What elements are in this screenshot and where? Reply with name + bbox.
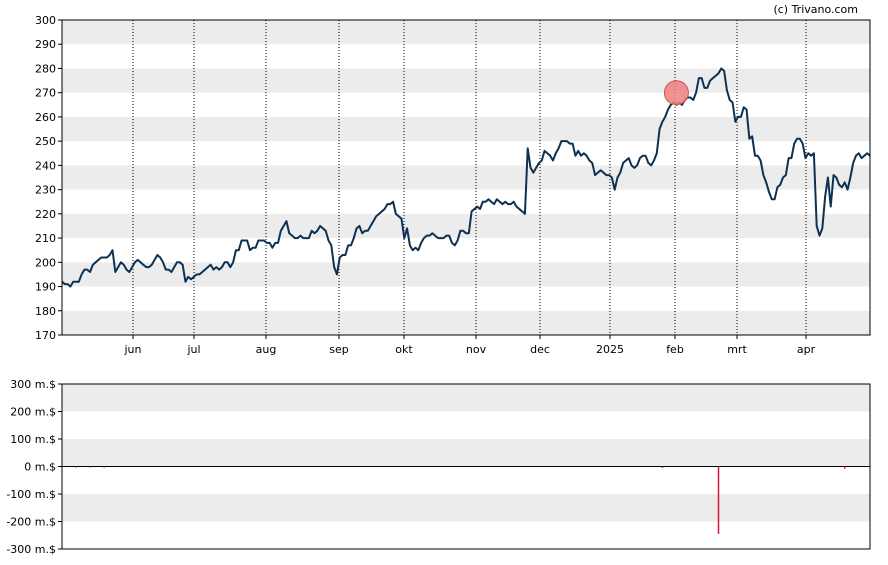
x-tick-label: apr: [797, 343, 816, 356]
volume-y-axis: 300 m.$ 200 m.$ 100 m.$ 0 m.$ -100 m.$ -200 m…: [6, 378, 62, 556]
volume-y-tick-label: -100 m.$: [6, 488, 56, 501]
volume-y-tick-label: -300 m.$: [6, 543, 56, 556]
volume-band: [62, 494, 870, 522]
price-band: [62, 286, 870, 311]
x-tick-label: jun: [124, 343, 142, 356]
y-tick-label: 210: [35, 232, 56, 245]
x-tick-label: aug: [256, 343, 277, 356]
volume-bar: [75, 466, 77, 468]
y-tick-label: 300: [35, 14, 56, 27]
price-band: [62, 68, 870, 93]
x-tick-label: nov: [466, 343, 487, 356]
price-band: [62, 189, 870, 214]
volume-y-tick-label: -200 m.$: [6, 516, 56, 529]
volume-frame-rect: [61, 383, 871, 550]
volume-chart-background: [62, 384, 870, 549]
credit-text: (c) Trivano.com: [773, 3, 858, 16]
price-chart-background: [62, 20, 870, 335]
volume-bar: [89, 466, 91, 468]
x-tick-label: feb: [666, 343, 684, 356]
price-series: [61, 67, 871, 288]
volume-band: [62, 466, 870, 494]
price-band: [62, 92, 870, 117]
price-chart-frame: [61, 19, 871, 336]
price-band: [62, 238, 870, 263]
price-marker: [663, 80, 689, 106]
price-marker-circle: [663, 80, 689, 106]
price-x-axis: jun jul aug sep okt nov dec 2025 feb mrt apr: [124, 335, 816, 356]
y-tick-label: 250: [35, 135, 56, 148]
volume-y-tick-label: 100 m.$: [10, 433, 56, 446]
y-tick-label: 180: [35, 305, 56, 318]
x-tick-label: okt: [395, 343, 413, 356]
x-tick-label: jul: [186, 343, 200, 356]
price-band: [62, 44, 870, 69]
volume-y-tick-label: 200 m.$: [10, 406, 56, 419]
price-y-axis: 170 180 190 200 210 220 230 240 250 260 270 280 290 3…: [35, 14, 62, 342]
y-tick-label: 290: [35, 38, 56, 51]
y-tick-label: 270: [35, 87, 56, 100]
y-tick-label: 260: [35, 111, 56, 124]
volume-bar: [103, 466, 105, 468]
y-tick-label: 170: [35, 329, 56, 342]
x-tick-label: dec: [530, 343, 550, 356]
volume-band: [62, 521, 870, 549]
volume-band: [62, 384, 870, 412]
price-band: [62, 20, 870, 45]
volume-bar: [661, 466, 664, 468]
volume-chart-frame: [61, 383, 871, 550]
price-band: [62, 310, 870, 335]
price-band: [62, 165, 870, 190]
volume-band: [62, 439, 870, 467]
volume-y-tick-label: 300 m.$: [10, 378, 56, 391]
y-tick-label: 200: [35, 256, 56, 269]
price-frame-rect: [61, 19, 871, 336]
price-band: [62, 213, 870, 239]
volume-bars: [75, 466, 846, 534]
volume-bar: [717, 466, 720, 534]
y-tick-label: 220: [35, 208, 56, 221]
x-tick-label: 2025: [596, 343, 624, 356]
x-tick-label: mrt: [727, 343, 747, 356]
y-tick-label: 230: [35, 184, 56, 197]
volume-bar: [844, 466, 846, 469]
x-tick-label: sep: [329, 343, 348, 356]
price-band: [62, 141, 870, 166]
y-tick-label: 280: [35, 62, 56, 75]
y-tick-label: 240: [35, 159, 56, 172]
price-line: [61, 67, 871, 288]
y-tick-label: 190: [35, 281, 56, 294]
volume-y-tick-label: 0 m.$: [24, 461, 56, 474]
volume-band: [62, 411, 870, 439]
